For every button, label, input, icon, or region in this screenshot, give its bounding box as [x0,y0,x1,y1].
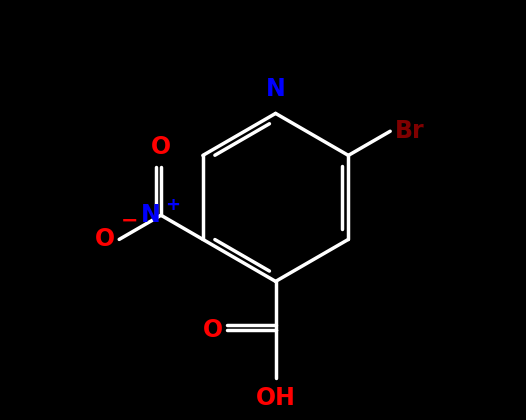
Text: O: O [151,134,171,158]
Text: +: + [165,196,180,214]
Text: O: O [95,227,115,252]
Text: −: − [122,210,139,230]
Text: Br: Br [394,119,424,143]
Text: OH: OH [256,386,296,410]
Text: O: O [203,318,223,342]
Text: N: N [266,77,286,101]
Text: N: N [141,203,161,227]
